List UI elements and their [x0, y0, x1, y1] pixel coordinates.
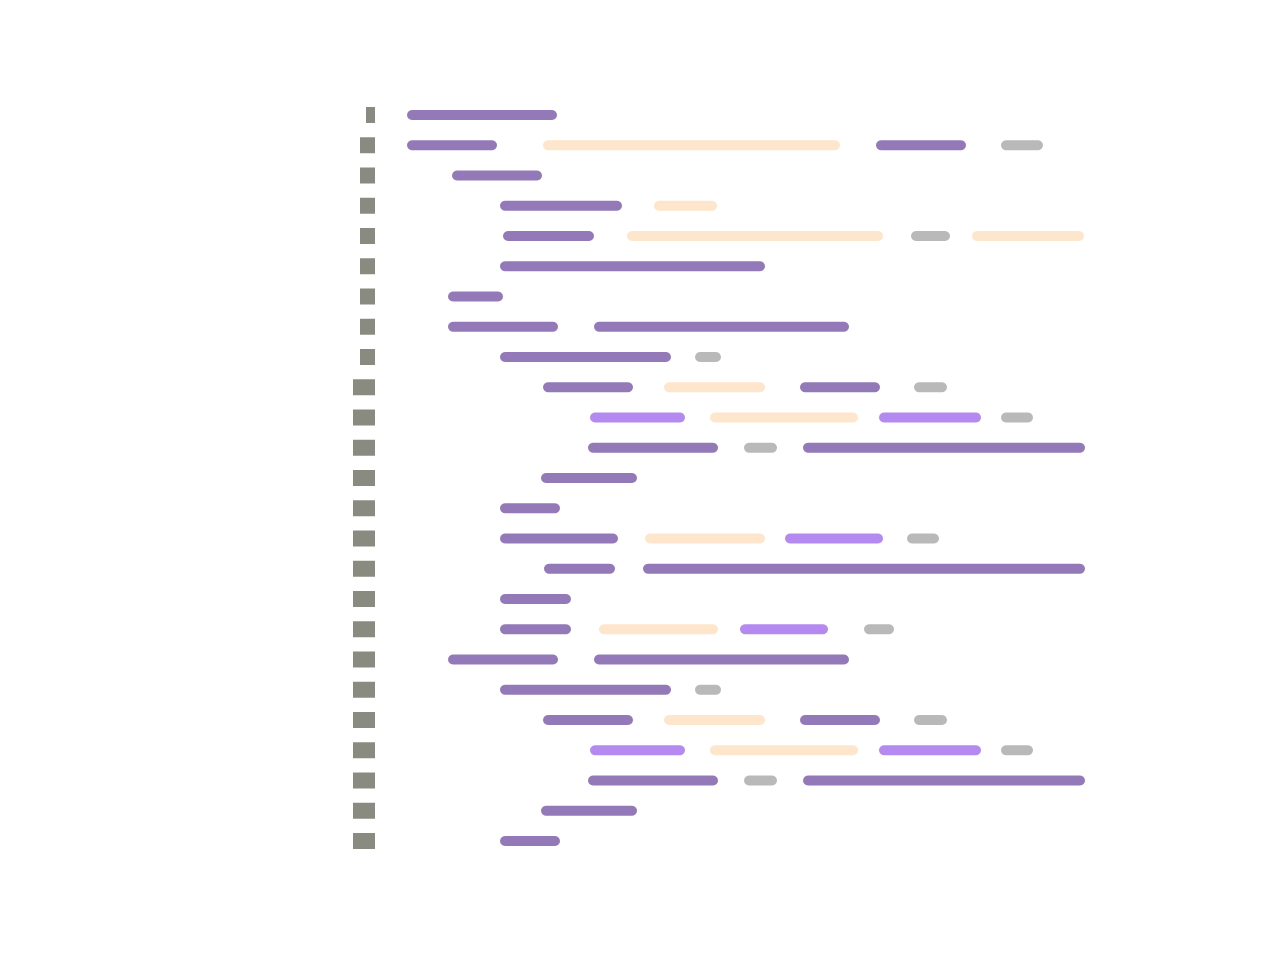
keyword-token-bar: [448, 291, 503, 302]
punctuation-token-bar: [695, 352, 721, 362]
string-token-bar: [710, 745, 858, 756]
keyword-token-bar: [407, 140, 497, 151]
line-number-block: [360, 349, 375, 365]
keyword-token-bar: [500, 684, 671, 695]
punctuation-token-bar: [744, 442, 777, 453]
code-area: [407, 110, 1085, 846]
punctuation-token-bar: [864, 624, 894, 635]
keyword-token-bar: [500, 261, 765, 272]
line-number-block: [360, 258, 375, 275]
keyword-token-bar: [500, 624, 571, 635]
function-token-bar: [740, 624, 828, 635]
keyword-token-bar: [503, 231, 594, 241]
line-number-block: [353, 772, 375, 789]
keyword-token-bar: [452, 170, 542, 181]
keyword-token-bar: [588, 775, 718, 786]
punctuation-token-bar: [1001, 745, 1033, 756]
line-number-block: [360, 197, 375, 214]
string-token-bar: [654, 200, 717, 211]
punctuation-token-bar: [695, 684, 721, 695]
keyword-token-bar: [448, 654, 558, 665]
line-number-block: [353, 500, 375, 517]
line-number-block: [353, 591, 375, 607]
keyword-token-bar: [541, 473, 637, 483]
keyword-token-bar: [800, 382, 880, 393]
line-number-block: [353, 470, 375, 486]
line-number-block: [353, 530, 375, 547]
keyword-token-bar: [500, 533, 618, 544]
punctuation-token-bar: [911, 231, 950, 241]
keyword-token-bar: [407, 110, 557, 120]
line-number-block: [353, 742, 375, 759]
string-token-bar: [627, 231, 883, 241]
string-token-bar: [599, 624, 718, 635]
string-token-bar: [664, 382, 765, 393]
line-number-block: [353, 712, 375, 728]
keyword-token-bar: [800, 715, 880, 725]
line-number-block: [360, 167, 375, 184]
punctuation-token-bar: [1001, 412, 1033, 423]
keyword-token-bar: [594, 654, 849, 665]
string-token-bar: [645, 533, 765, 544]
keyword-token-bar: [500, 836, 560, 846]
function-token-bar: [590, 745, 685, 756]
line-number-block: [366, 107, 375, 123]
keyword-token-bar: [541, 805, 637, 816]
keyword-token-bar: [544, 563, 615, 574]
line-number-block: [353, 409, 375, 426]
line-number-block: [353, 439, 375, 456]
keyword-token-bar: [643, 563, 1085, 574]
keyword-token-bar: [500, 594, 571, 604]
keyword-token-bar: [448, 321, 558, 332]
line-number-block: [360, 228, 375, 244]
keyword-token-bar: [500, 503, 560, 514]
keyword-token-bar: [500, 352, 671, 362]
function-token-bar: [879, 412, 981, 423]
keyword-token-bar: [588, 442, 718, 453]
line-number-block: [353, 621, 375, 638]
line-number-block: [353, 681, 375, 698]
line-number-block: [360, 318, 375, 335]
keyword-token-bar: [876, 140, 966, 151]
keyword-token-bar: [803, 442, 1085, 453]
string-token-bar: [972, 231, 1084, 241]
keyword-token-bar: [543, 715, 633, 725]
keyword-token-bar: [543, 382, 633, 393]
keyword-token-bar: [594, 321, 849, 332]
keyword-token-bar: [803, 775, 1085, 786]
line-number-block: [360, 288, 375, 305]
line-number-block: [353, 802, 375, 819]
line-number-block: [353, 560, 375, 577]
line-number-block: [353, 379, 375, 396]
punctuation-token-bar: [914, 715, 947, 725]
keyword-token-bar: [500, 200, 622, 211]
function-token-bar: [785, 533, 883, 544]
line-number-block: [353, 651, 375, 668]
punctuation-token-bar: [1001, 140, 1043, 151]
function-token-bar: [879, 745, 981, 756]
punctuation-token-bar: [914, 382, 947, 393]
line-number-block: [353, 833, 375, 849]
line-number-block: [360, 137, 375, 154]
string-token-bar: [543, 140, 840, 151]
punctuation-token-bar: [907, 533, 939, 544]
string-token-bar: [710, 412, 858, 423]
punctuation-token-bar: [744, 775, 777, 786]
function-token-bar: [590, 412, 685, 423]
string-token-bar: [664, 715, 765, 725]
line-number-gutter: [353, 107, 375, 849]
